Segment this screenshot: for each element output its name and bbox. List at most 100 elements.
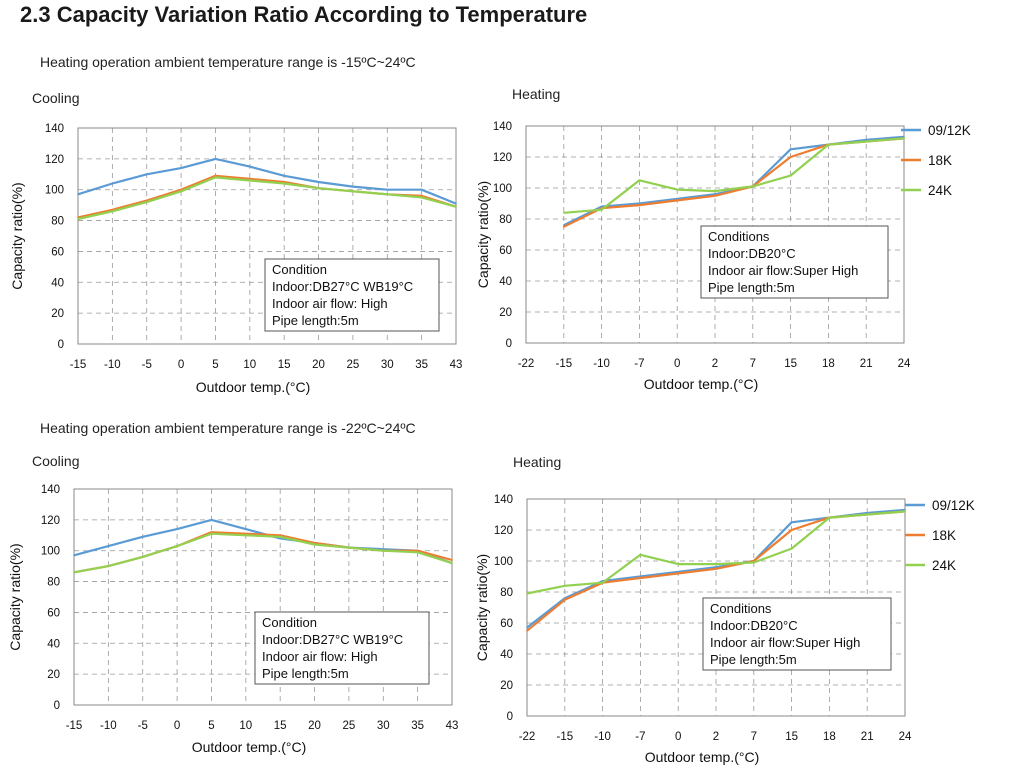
conditions-text: Indoor:DB27°C WB19°C [262,632,403,647]
data-point [865,140,867,143]
conditions-text: Pipe length:5m [262,666,349,681]
y-tick-label: 120 [493,152,512,164]
y-tick-label: 80 [500,587,513,599]
data-point [249,165,251,168]
x-tick-label: -5 [142,359,152,371]
data-point [865,139,867,141]
x-axis-label: Outdoor temp.(°C) [645,749,760,765]
conditions-box [264,258,440,332]
x-tick-label: -5 [138,720,148,732]
page-title: 2.3 Capacity Variation Ratio According t… [20,2,588,27]
data-point [638,179,641,182]
x-tick-label: -15 [556,731,573,743]
x-tick-label: 5 [208,720,214,732]
conditions-text: Conditions [710,601,772,616]
data-point [790,521,793,524]
data-point [283,175,285,177]
series-line-24K [563,137,905,214]
y-axis-label: Capacity ratio(%) [474,554,490,661]
data-point [828,516,831,519]
data-point [790,529,793,531]
x-tick-label: 10 [243,359,256,371]
x-tick-label: 0 [178,359,184,371]
x-tick-label: 15 [784,358,797,370]
data-point [176,528,178,530]
conditions-text: Pipe length:5m [710,652,797,667]
x-tick-label: 7 [751,731,757,743]
data-point [73,554,75,557]
legend-label: 18K [932,528,956,543]
data-point [348,546,350,549]
data-point [866,512,868,514]
data-point [214,175,217,177]
x-tick-label: 18 [823,731,836,743]
x-tick-label: 20 [308,720,321,732]
x-tick-label: 0 [174,720,180,732]
x-axis-label: Outdoor temp.(°C) [192,739,307,755]
data-point [141,536,144,538]
data-point [866,513,868,516]
data-point [279,536,281,538]
y-tick-label: 140 [45,123,64,135]
conditions-text: Indoor air flow: High [272,296,388,311]
y-tick-label: 80 [51,216,64,228]
data-point [416,551,419,554]
data-point [600,208,603,211]
data-point [141,556,144,558]
y-tick-label: 0 [54,700,60,712]
data-point [790,547,793,550]
legend-label: 24K [932,558,956,573]
x-tick-label: -15 [555,358,572,370]
conditions-text: Conditions [708,229,770,244]
data-point [714,194,716,197]
conditions-text: Condition [262,615,317,630]
data-point [526,629,528,632]
data-point [420,188,423,191]
y-tick-label: 100 [494,556,513,568]
data-point [639,554,642,556]
x-axis-label: Outdoor temp.(°C) [644,376,759,392]
x-tick-label: 7 [750,358,756,370]
data-point [317,181,320,183]
x-tick-label: 5 [212,359,218,371]
conditions-text: Pipe length:5m [272,313,359,328]
data-point [752,185,754,188]
chart4-panel-label: Heating [513,454,562,470]
y-axis-label: Capacity ratio(%) [475,181,491,288]
x-tick-label: 20 [312,359,325,371]
x-tick-label: -10 [104,359,121,371]
data-point [638,202,641,205]
x-tick-label: 15 [785,731,798,743]
series-line-24K [77,176,457,221]
y-tick-label: 100 [45,185,64,197]
x-tick-label: 2 [712,358,718,370]
conditions-text: Condition [272,262,327,277]
data-point [317,187,320,189]
conditions-text: Indoor:DB20°C [708,246,796,261]
series-line-24K [73,532,453,574]
data-point [903,136,905,138]
plot-frame [525,125,905,344]
data-point [789,174,792,177]
legend-label: 24K [928,183,952,198]
chart2-panel-label: Heating [512,86,561,102]
data-point [676,199,678,202]
data-point [145,201,148,203]
data-point [352,190,354,193]
data-point [639,577,642,579]
data-point [715,563,717,565]
x-tick-label: 0 [675,731,681,743]
data-point [176,545,178,547]
x-tick-label: 24 [898,358,911,370]
x-tick-label: 30 [381,359,394,371]
data-point [245,528,247,530]
y-tick-label: 60 [47,607,60,619]
data-point [386,188,389,191]
y-tick-label: 120 [45,154,64,166]
data-point [455,202,457,205]
y-tick-label: 20 [47,669,60,681]
y-tick-label: 40 [500,649,513,661]
x-tick-label: 21 [861,731,874,743]
